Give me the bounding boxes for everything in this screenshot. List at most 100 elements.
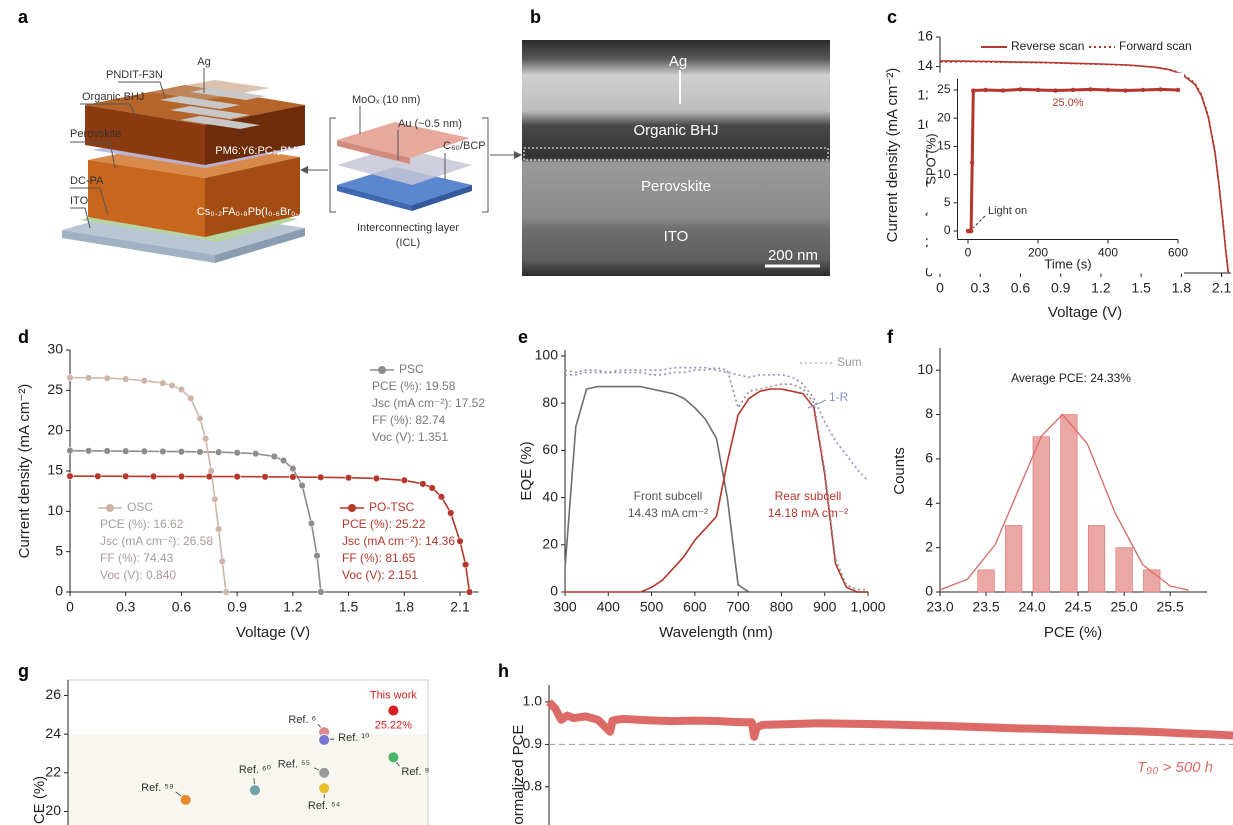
y-tick-label: 6 <box>925 450 933 466</box>
layer-label: Perovskite <box>70 128 121 140</box>
data-point <box>215 448 223 456</box>
x-tick-label: 600 <box>683 599 707 615</box>
y-tick-label: 20 <box>542 535 558 551</box>
y-tick-label: 0.9 <box>523 735 543 751</box>
y-tick-label: 25 <box>47 381 63 397</box>
y-tick-label: 0 <box>550 583 558 599</box>
data-point <box>447 509 455 517</box>
y-tick-label: 24 <box>45 725 61 741</box>
legend-marker <box>348 504 356 512</box>
histogram-bar <box>1060 414 1078 593</box>
data-point <box>419 480 427 488</box>
data-point <box>103 447 111 455</box>
x-axis-label: PCE (%) <box>1044 624 1102 641</box>
y-tick-label: 100 <box>535 347 559 363</box>
y-tick-label: 14 <box>917 57 933 73</box>
y-tick-label: 2 <box>925 538 933 554</box>
x-tick-label: 24.5 <box>1064 599 1091 615</box>
data-point <box>1105 87 1111 93</box>
y-axis-label: PCE (%) <box>31 776 48 825</box>
data-point <box>179 793 192 806</box>
y-tick-label: 30 <box>47 341 63 357</box>
data-point <box>1070 87 1076 93</box>
data-point <box>1000 88 1006 93</box>
data-point <box>177 472 185 481</box>
panel-letter: h <box>498 661 509 681</box>
data-point <box>1140 87 1146 93</box>
data-point <box>1035 87 1041 93</box>
point-label: Ref. ⁶ <box>288 714 316 726</box>
x-axis-label: Voltage (V) <box>236 624 310 641</box>
data-point <box>968 228 974 234</box>
histogram-bar <box>1005 525 1023 593</box>
stat-label: Jsc (mA cm⁻²): 14.36 <box>342 534 455 548</box>
y-tick-label: 60 <box>542 441 558 457</box>
histogram-bar <box>1032 436 1050 593</box>
x-tick-label: 1.8 <box>1172 280 1192 296</box>
stat-label: FF (%): 82.74 <box>372 413 446 427</box>
panel-letter: a <box>18 7 29 27</box>
y-tick-label: 40 <box>542 488 558 504</box>
data-point <box>372 474 381 482</box>
y-tick-label: 1.0 <box>523 693 543 709</box>
x-tick-label: 1.2 <box>1091 280 1111 296</box>
stat-label: PCE (%): 16.62 <box>100 517 184 531</box>
layer-label: PNDIT-F3N <box>106 69 163 81</box>
y-tick-label: 15 <box>937 139 951 153</box>
x-tick-label: 25.5 <box>1157 599 1184 615</box>
histogram-bar <box>977 569 995 593</box>
series-annotation: 14.43 mA cm⁻² <box>628 506 708 520</box>
icl-layer-label: MoOₓ (10 nm) <box>352 94 420 106</box>
y-tick-label: 15 <box>47 462 63 478</box>
histogram-bar <box>1087 525 1106 593</box>
panel-letter: c <box>887 7 897 27</box>
data-point <box>1158 87 1163 92</box>
y-axis-label: SPO (%) <box>923 133 938 184</box>
icl-layer-label: C₆₀/BCP <box>443 140 486 152</box>
data-point <box>289 473 297 481</box>
sem-image <box>522 40 830 276</box>
stat-label: PCE (%): 19.58 <box>372 379 456 393</box>
data-point <box>66 374 74 382</box>
icl-layer-label: Au (~0.5 nm) <box>398 118 462 130</box>
data-point <box>94 472 102 480</box>
inset-background <box>927 72 1184 274</box>
annotation: T₉₀ > 500 h <box>1137 759 1213 776</box>
data-point <box>1053 88 1058 93</box>
y-tick-label: 25 <box>937 82 951 96</box>
icl-title: (ICL) <box>396 237 420 249</box>
data-point <box>122 472 130 480</box>
x-tick-label: 400 <box>1098 246 1118 260</box>
data-point <box>196 415 204 423</box>
bhj-formula: PM6:Y6:PC₇₁BM <box>215 145 296 157</box>
data-point <box>215 525 223 533</box>
y-tick-label: 4 <box>925 494 933 510</box>
x-tick-label: 1.2 <box>283 599 303 615</box>
data-point <box>437 493 446 501</box>
series-line <box>939 60 1230 272</box>
data-point <box>103 374 111 382</box>
y-tick-label: 10 <box>937 167 951 181</box>
point-label: This work <box>370 689 418 701</box>
data-point <box>298 481 306 490</box>
data-point <box>85 374 93 382</box>
series-label: Sum <box>837 355 862 369</box>
x-tick-label: 800 <box>770 599 794 615</box>
shaded-band <box>68 734 428 825</box>
layer-label: Ag <box>197 56 210 68</box>
x-tick-label: 0.3 <box>116 599 136 615</box>
x-tick-label: 700 <box>726 599 750 615</box>
panel-letter: b <box>530 7 541 27</box>
data-point <box>202 435 210 443</box>
icl-title: Interconnecting layer <box>357 222 459 234</box>
legend-label: OSC <box>127 500 153 514</box>
legend-label: Reverse scan <box>1011 39 1084 53</box>
data-point <box>140 377 148 385</box>
data-point <box>317 588 325 596</box>
data-point <box>159 447 167 456</box>
data-point <box>983 87 988 93</box>
data-point <box>971 88 976 93</box>
point-label: Ref. ¹⁰ <box>338 732 370 744</box>
y-tick-label: 0.8 <box>523 778 543 794</box>
histogram-bar <box>1115 547 1133 593</box>
